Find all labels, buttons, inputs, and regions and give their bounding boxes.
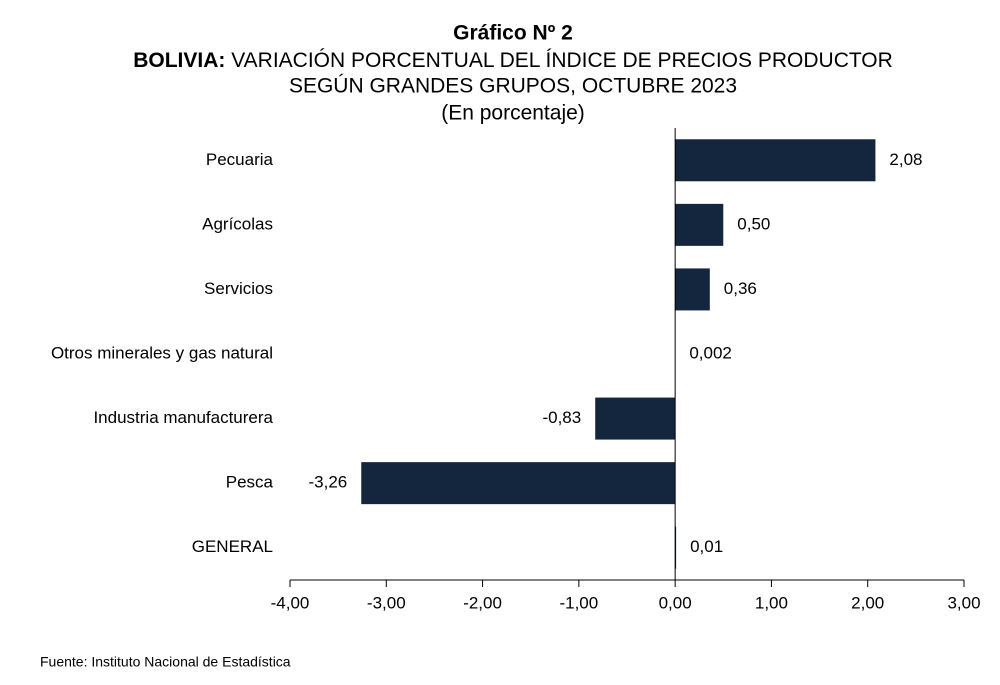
y-tick-label: Pecuaria — [206, 150, 274, 169]
chart-subtitle-line2: SEGÚN GRANDES GRUPOS, OCTUBRE 2023 — [289, 75, 737, 98]
source: Fuente: Instituto Nacional de Estadístic… — [40, 654, 291, 670]
y-tick-label: Agrícolas — [202, 214, 273, 233]
value-label: 0,36 — [724, 279, 757, 298]
x-tick-label: 0,00 — [659, 593, 692, 612]
y-tick-label: Pesca — [226, 473, 274, 492]
x-tick-label: -1,00 — [559, 593, 598, 612]
value-label: 0,01 — [690, 537, 723, 556]
y-tick-label: Otros minerales y gas natural — [51, 343, 273, 362]
x-tick-label: 3,00 — [947, 593, 980, 612]
bar — [595, 397, 676, 440]
value-label: 0,50 — [737, 214, 770, 233]
bar — [675, 203, 724, 246]
x-tick-label: -4,00 — [271, 593, 310, 612]
y-tick-label: Servicios — [204, 279, 273, 298]
value-label: -0,83 — [542, 408, 581, 427]
chart-subtitle: BOLIVIA: VARIACIÓN PORCENTUAL DEL ÍNDICE… — [133, 49, 893, 72]
value-label: 0,002 — [689, 343, 732, 362]
value-label: 2,08 — [889, 150, 922, 169]
chart-unit: (En porcentaje) — [441, 102, 585, 125]
bar — [675, 268, 710, 311]
subtitle-rest: VARIACIÓN PORCENTUAL DEL ÍNDICE DE PRECI… — [231, 49, 893, 72]
x-tick-label: -2,00 — [463, 593, 502, 612]
x-tick-label: -3,00 — [367, 593, 406, 612]
subtitle-lead: BOLIVIA: — [133, 49, 225, 72]
bar — [675, 139, 876, 182]
x-tick-label: 1,00 — [755, 593, 788, 612]
bar — [361, 462, 676, 505]
y-tick-label: GENERAL — [192, 537, 273, 556]
y-tick-label: Industria manufacturera — [93, 408, 273, 427]
x-tick-label: 2,00 — [851, 593, 884, 612]
chart-title: Gráfico Nº 2 — [453, 22, 573, 45]
value-label: -3,26 — [309, 473, 348, 492]
